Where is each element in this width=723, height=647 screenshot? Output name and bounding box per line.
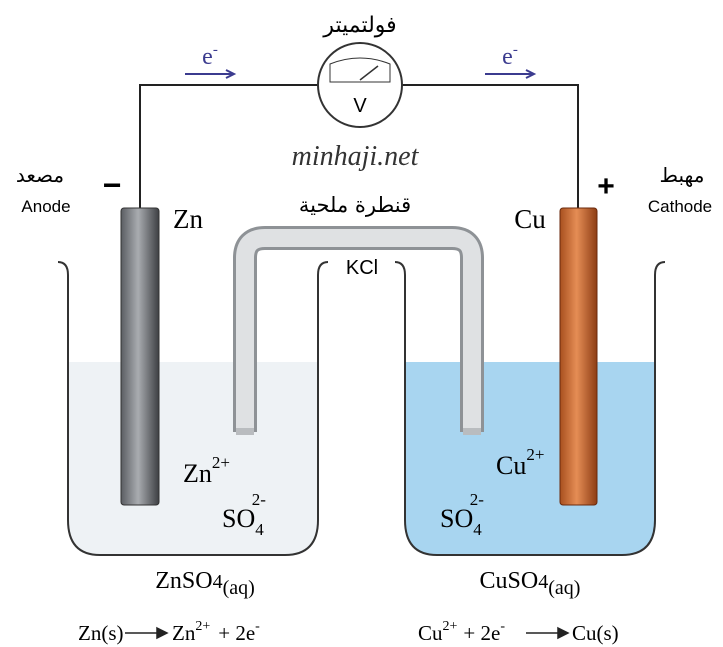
cu-ion: Cu2+ xyxy=(496,445,544,480)
electrons: + 2e xyxy=(463,621,500,645)
electron-charge: - xyxy=(213,42,218,58)
reactant: Cu xyxy=(418,621,443,645)
bridge-plug xyxy=(463,428,481,435)
electron-base: e xyxy=(502,44,513,70)
salt-bridge xyxy=(236,229,481,430)
product-charge: 2+ xyxy=(195,619,210,634)
formula-subscript: 4 xyxy=(538,571,548,593)
kcl-label-bg xyxy=(330,254,394,280)
ion-base: SO xyxy=(222,504,255,533)
equation-products: Zn2+ + 2e- xyxy=(172,619,260,645)
cathode-electrode: Cu xyxy=(514,204,546,234)
reactant-charge: 2+ xyxy=(443,619,458,634)
electron-arrow xyxy=(185,69,237,79)
formula-subscript: 4 xyxy=(213,571,223,593)
ion-charge: 2- xyxy=(252,490,267,509)
equation-product: Cu(s) xyxy=(572,621,619,645)
cathode-sign: + xyxy=(597,170,615,203)
voltmeter-dial xyxy=(329,57,391,83)
formula-state: (aq) xyxy=(548,577,580,599)
right-solution: CuSO4(aq) xyxy=(480,568,581,599)
electron-arrow xyxy=(485,69,537,79)
ion-base: SO xyxy=(440,504,473,533)
cathode-label-en: Cathode xyxy=(648,197,712,216)
formula-state: (aq) xyxy=(223,577,255,599)
sulfate-ion: SO4 2- xyxy=(222,490,266,539)
voltmeter-symbol: V xyxy=(353,95,367,117)
bridge-plug xyxy=(236,428,254,435)
left-beaker xyxy=(57,261,329,556)
formula-base: CuSO xyxy=(480,568,539,594)
ion-subscript: 4 xyxy=(473,520,482,539)
ion-base: Cu xyxy=(496,451,526,480)
electron-label: e- xyxy=(502,42,518,70)
anode-label-en: Anode xyxy=(21,197,70,216)
ion-charge: 2- xyxy=(470,490,485,509)
electron-label: e- xyxy=(202,42,218,70)
electrons-charge: - xyxy=(500,619,505,634)
left-solution: ZnSO4(aq) xyxy=(155,568,255,599)
cathode-label-ar: مهبط xyxy=(660,163,705,187)
reaction-arrow xyxy=(125,626,169,640)
electron-base: e xyxy=(202,44,213,70)
right-beaker xyxy=(394,261,666,556)
reaction-arrow xyxy=(526,626,570,640)
anode-label-ar: مصعد xyxy=(16,163,64,187)
salt-bridge-label: قنطرة ملحية xyxy=(299,193,411,217)
electron-charge: - xyxy=(513,42,518,58)
equation-reactant: Zn(s) xyxy=(78,621,124,645)
anode-sign: − xyxy=(103,167,122,203)
ion-base: Zn xyxy=(183,459,212,488)
formula-base: ZnSO xyxy=(155,568,212,594)
ion-charge: 2+ xyxy=(526,445,544,464)
zinc-electrode xyxy=(120,207,160,506)
voltmeter-needle xyxy=(359,65,379,81)
wire xyxy=(139,84,579,208)
product: Zn xyxy=(172,621,196,645)
ion-charge: 2+ xyxy=(212,453,230,472)
sulfate-ion: SO4 2- xyxy=(440,490,484,539)
voltmeter-label: فولتميتر xyxy=(322,13,396,38)
ion-subscript: 4 xyxy=(255,520,264,539)
salt-bridge-content: KCl xyxy=(346,257,378,279)
zn-ion: Zn2+ xyxy=(183,453,230,488)
copper-electrode xyxy=(559,207,598,506)
equation-reactants: Cu2+ + 2e- xyxy=(418,619,505,645)
watermark: minhaji.net xyxy=(292,141,420,172)
anode-electrode: Zn xyxy=(173,204,203,234)
electrons-charge: - xyxy=(255,619,260,634)
electrons: + 2e xyxy=(218,621,255,645)
